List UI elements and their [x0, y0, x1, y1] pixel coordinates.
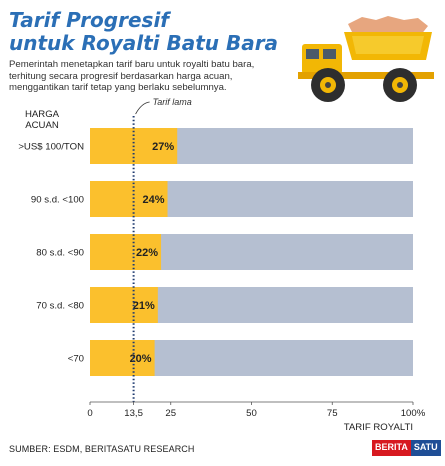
reference-arrow [135, 101, 150, 115]
logo-part-2: SATU [410, 440, 441, 456]
x-tick-label: 100% [401, 408, 426, 419]
x-tick-label: 25 [165, 408, 176, 419]
title-line-2: untuk Royalti Batu Bara [9, 31, 279, 55]
chart-subtitle: Pemerintah menetapkan tarif baru untuk r… [9, 59, 255, 94]
beritasatu-logo: BERITA SATU [372, 440, 441, 456]
x-tick-label: 50 [246, 408, 257, 419]
logo-part-1: BERITA [372, 440, 411, 456]
category-label: >US$ 100/TON [18, 142, 84, 153]
x-tick-label: 0 [87, 408, 92, 419]
x-tick-label: 75 [327, 408, 338, 419]
data-label: 27% [152, 141, 174, 153]
category-label: 90 s.d. <100 [31, 195, 84, 206]
category-label: <70 [68, 354, 84, 365]
bar [90, 234, 162, 270]
chart-title: Tarif Progresif untuk Royalti Batu Bara [9, 9, 278, 55]
source-note: SUMBER: ESDM, BERITASATU RESEARCH [9, 444, 195, 454]
bar [90, 181, 168, 217]
x-axis-label: TARIF ROYALTI [344, 422, 413, 433]
data-label: 24% [142, 194, 164, 206]
bars-layer: >US$ 100/TON 27% 90 s.d. <100 24% 80 s.d. <9… [18, 128, 413, 376]
y-axis-label-line-2: ACUAN [25, 120, 59, 131]
x-axis: 0 13,5 25 50 75 100% [87, 401, 426, 419]
data-label: 22% [136, 247, 158, 259]
reference-line-label: Tarif lama [153, 97, 192, 107]
data-label: 21% [133, 300, 155, 312]
reference-line-group: Tarif lama [132, 97, 192, 402]
x-tick-label: 13,5 [124, 408, 143, 419]
y-axis-label-line-1: HARGA [25, 109, 60, 120]
dump-truck-icon [298, 16, 434, 102]
data-label: 20% [130, 353, 152, 365]
bar [90, 287, 158, 323]
category-label: 80 s.d. <90 [36, 248, 84, 259]
bar [90, 340, 155, 376]
category-label: 70 s.d. <80 [36, 301, 84, 312]
title-line-1: Tarif Progresif [9, 8, 169, 32]
